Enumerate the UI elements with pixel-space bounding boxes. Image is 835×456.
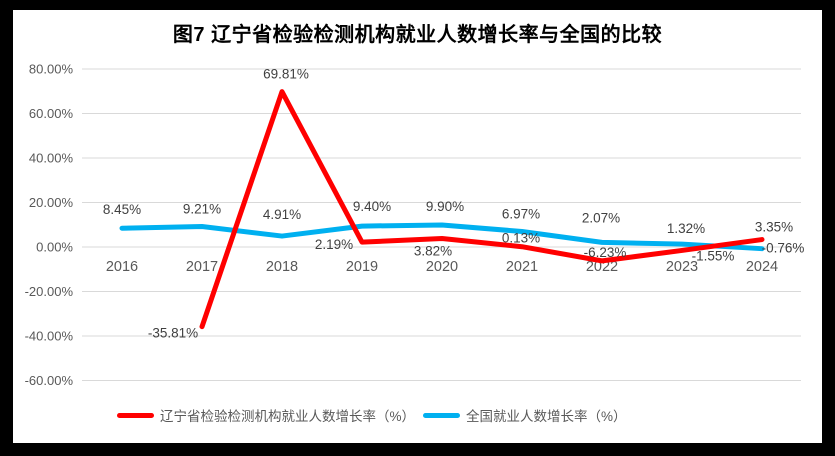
y-axis-tick-label: 0.00% [36, 240, 73, 255]
legend-item-liaoning: 辽宁省检验检测机构就业人数增长率（%） [117, 405, 415, 425]
x-axis-tick-label: 2023 [666, 259, 698, 275]
chart-legend: 辽宁省检验检测机构就业人数增长率（%） 全国就业人数增长率（%） [117, 405, 627, 425]
x-axis-tick-label: 2019 [346, 259, 378, 275]
data-label-liaoning-2019: 2.19% [315, 237, 353, 252]
data-label-liaoning-2017: -35.81% [148, 326, 198, 341]
data-label-national-2016: 8.45% [103, 202, 141, 217]
x-axis-tick-label: 2016 [106, 259, 138, 275]
chart-title: 图7 辽宁省检验检测机构就业人数增长率与全国的比较 [172, 24, 663, 46]
data-label-liaoning-2018: 69.81% [263, 67, 309, 82]
x-axis-tick-label: 2018 [266, 259, 298, 275]
series-line-national [119, 222, 765, 252]
data-label-liaoning-2022: -6.23% [584, 245, 627, 260]
x-axis-tick-label: 2021 [506, 259, 538, 275]
x-axis-tick-label: 2020 [426, 259, 458, 275]
data-label-liaoning-2024: 3.35% [755, 220, 793, 235]
y-axis-tick-label: 80.00% [29, 62, 74, 77]
data-label-national-2023: 1.32% [667, 221, 705, 236]
legend-label-liaoning: 辽宁省检验检测机构就业人数增长率（%） [160, 409, 416, 424]
x-axis-tick-label: 2017 [186, 259, 218, 275]
data-label-national-2020: 9.90% [426, 199, 464, 214]
data-label-national-2024: -0.76% [762, 241, 805, 256]
data-label-national-2021: 6.97% [502, 206, 540, 221]
data-label-national-2018: 4.91% [263, 207, 301, 222]
data-label-national-2019: 9.40% [353, 199, 391, 214]
legend-item-national: 全国就业人数增长率（%） [423, 405, 627, 425]
x-axis-tick-label: 2024 [746, 259, 778, 275]
y-axis-tick-label: 60.00% [29, 106, 74, 121]
data-label-liaoning-2023: -1.55% [692, 248, 735, 263]
legend-swatch-red-line-icon [117, 412, 154, 418]
y-axis-tick-label: 20.00% [29, 195, 74, 210]
x-axis-tick-label: 2022 [586, 259, 618, 275]
y-axis-tick-label: -40.00% [25, 329, 74, 344]
y-axis-tick-label: -20.00% [25, 284, 74, 299]
series-line-liaoning [199, 89, 765, 330]
data-label-national-2022: 2.07% [582, 210, 620, 225]
y-axis-tick-label: -60.00% [25, 373, 74, 388]
data-label-liaoning-2021: 0.13% [502, 231, 540, 246]
data-label-liaoning-2020: 3.82% [414, 244, 452, 259]
legend-swatch-blue-line-icon [423, 412, 461, 418]
data-label-national-2017: 9.21% [183, 202, 221, 217]
legend-label-national: 全国就业人数增长率（%） [466, 409, 627, 424]
y-axis-tick-label: 40.00% [29, 151, 74, 166]
